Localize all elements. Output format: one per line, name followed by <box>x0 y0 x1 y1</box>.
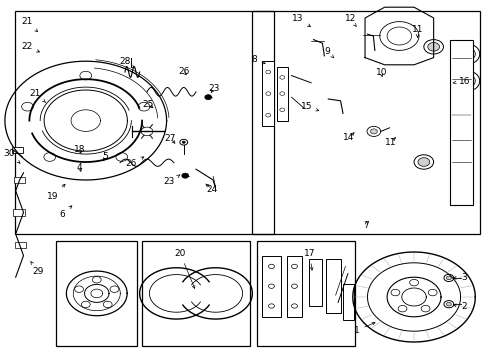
Circle shape <box>116 153 127 161</box>
Text: 21: 21 <box>21 17 38 32</box>
Circle shape <box>182 141 185 143</box>
Text: 7: 7 <box>364 220 369 230</box>
Text: 25: 25 <box>142 100 154 109</box>
Circle shape <box>280 108 285 112</box>
Text: 9: 9 <box>324 46 334 58</box>
Circle shape <box>367 126 381 136</box>
Bar <box>287 256 302 317</box>
Circle shape <box>370 129 377 134</box>
Bar <box>15 11 274 234</box>
Circle shape <box>266 92 270 95</box>
Circle shape <box>446 302 451 306</box>
Text: 13: 13 <box>292 14 311 27</box>
Text: 26: 26 <box>178 68 190 77</box>
Circle shape <box>269 284 274 288</box>
Text: 21: 21 <box>29 89 46 103</box>
Text: 26: 26 <box>125 157 144 168</box>
Circle shape <box>391 289 400 296</box>
Circle shape <box>444 274 454 282</box>
Ellipse shape <box>456 71 480 91</box>
Bar <box>257 241 355 346</box>
Circle shape <box>81 301 90 308</box>
Text: 28: 28 <box>119 57 134 68</box>
Circle shape <box>280 76 285 79</box>
Text: 18: 18 <box>74 145 85 154</box>
Text: 29: 29 <box>31 262 44 276</box>
Text: 30: 30 <box>3 149 20 163</box>
Circle shape <box>182 173 189 178</box>
Text: 11: 11 <box>412 25 423 37</box>
Text: 4: 4 <box>76 163 82 172</box>
Circle shape <box>22 102 33 111</box>
Bar <box>326 259 341 313</box>
Circle shape <box>44 153 56 161</box>
Circle shape <box>269 264 274 269</box>
Circle shape <box>74 286 83 292</box>
Bar <box>277 67 288 121</box>
Bar <box>262 256 281 317</box>
Circle shape <box>280 92 285 95</box>
Bar <box>142 241 250 346</box>
Circle shape <box>428 289 437 296</box>
Circle shape <box>292 264 297 269</box>
Circle shape <box>266 113 270 117</box>
Bar <box>252 11 480 234</box>
Ellipse shape <box>461 48 475 60</box>
Text: 15: 15 <box>300 102 319 111</box>
Text: 8: 8 <box>251 55 265 64</box>
Text: 22: 22 <box>22 42 40 52</box>
Circle shape <box>387 27 412 45</box>
Circle shape <box>398 305 407 312</box>
Bar <box>309 259 322 306</box>
Circle shape <box>80 71 92 80</box>
Circle shape <box>428 42 440 51</box>
Text: 19: 19 <box>47 184 65 201</box>
Text: 16: 16 <box>453 77 470 85</box>
Circle shape <box>446 276 451 280</box>
Text: 1: 1 <box>354 322 375 335</box>
Text: 23: 23 <box>208 84 220 93</box>
Text: 14: 14 <box>343 133 355 142</box>
Circle shape <box>421 305 430 312</box>
Circle shape <box>205 95 212 100</box>
Text: 11: 11 <box>385 138 397 147</box>
Bar <box>343 284 354 320</box>
Circle shape <box>138 102 150 111</box>
Text: 23: 23 <box>163 175 180 186</box>
Text: 20: 20 <box>174 249 195 288</box>
Circle shape <box>180 139 188 145</box>
Circle shape <box>266 70 270 74</box>
Text: 6: 6 <box>60 206 72 219</box>
Ellipse shape <box>456 44 480 64</box>
Circle shape <box>110 286 119 292</box>
Text: 12: 12 <box>344 14 356 26</box>
Circle shape <box>444 301 454 308</box>
Text: 27: 27 <box>165 134 176 143</box>
Bar <box>14 177 25 183</box>
Text: 2: 2 <box>453 302 467 311</box>
Text: 3: 3 <box>453 274 467 282</box>
Ellipse shape <box>461 75 475 87</box>
Circle shape <box>414 155 434 169</box>
Bar <box>262 61 274 126</box>
Circle shape <box>410 279 418 286</box>
Bar <box>56 241 137 346</box>
Text: 17: 17 <box>304 249 316 270</box>
Text: 5: 5 <box>102 152 108 161</box>
Circle shape <box>418 158 430 166</box>
Bar <box>450 40 473 205</box>
Circle shape <box>424 40 443 54</box>
Text: 24: 24 <box>206 184 217 194</box>
Bar <box>13 209 24 216</box>
Circle shape <box>92 276 101 283</box>
Circle shape <box>292 304 297 308</box>
Bar <box>12 147 23 153</box>
Circle shape <box>292 284 297 288</box>
Circle shape <box>269 304 274 308</box>
Text: 10: 10 <box>375 68 387 77</box>
Bar <box>15 242 26 248</box>
Circle shape <box>103 301 112 308</box>
